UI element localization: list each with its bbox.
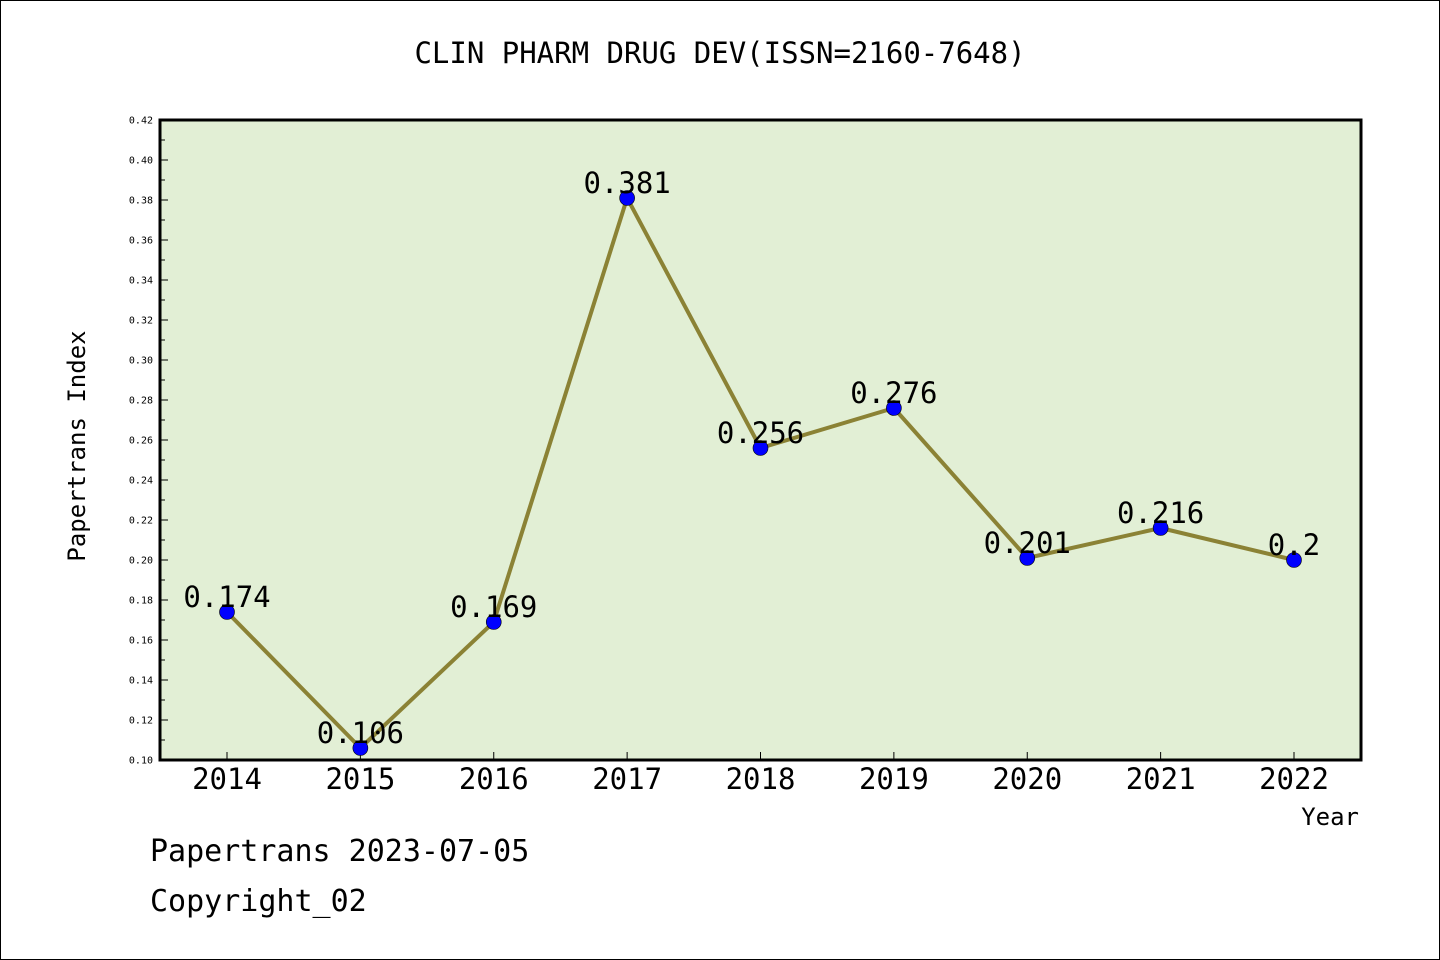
x-axis: 2014 2015 2016 2017 2018 2019 2020 2021 2022 [192,752,1329,796]
plot-border [158,118,1363,762]
data-label: 0.216 [1117,496,1204,530]
y-tick-label: 0.30 [129,356,153,367]
x-tick-label: 2022 [1259,762,1329,796]
y-tick-label: 0.38 [129,196,153,207]
data-point [485,614,502,630]
data-point [619,190,635,206]
footer-copyright: Copyright_02 [150,884,367,919]
y-tick-label: 0.34 [129,276,153,287]
y-tick-label: 0.10 [129,756,153,767]
y-tick-label: 0.26 [129,436,153,447]
data-label: 0.201 [984,526,1071,560]
data-label: 0.169 [450,590,537,624]
x-tick-label: 2020 [992,762,1062,796]
y-axis-label: Papertrans Index [63,330,91,561]
data-point [1019,550,1036,566]
y-tick-label: 0.18 [129,596,153,607]
x-tick-label: 2015 [325,762,395,796]
y-tick-label: 0.14 [129,676,153,687]
x-tick-label: 2021 [1126,762,1196,796]
y-tick-label: 0.28 [129,396,153,407]
data-labels: 0.174 0.106 0.169 0.381 0.256 0.276 0.201 0.216… [183,166,1320,750]
x-tick-label: 2016 [459,762,529,796]
x-axis-label: Year [1301,803,1359,831]
chart-title: CLIN PHARM DRUG DEV(ISSN=2160-7648) [414,36,1026,70]
data-point [352,740,369,756]
y-tick-label: 0.12 [129,716,153,727]
y-tick-label: 0.42 [129,116,153,127]
data-label: 0.174 [183,580,270,614]
data-label: 0.276 [850,376,937,410]
y-tick-label: 0.22 [129,516,153,527]
y-axis: 0.10 0.12 0.14 0.16 0.18 0.20 0.22 0.24 0.26 0.28… [129,116,168,767]
data-point [1152,520,1169,536]
y-tick-label: 0.16 [129,636,153,647]
data-label: 0.106 [317,716,404,750]
plot-area [160,120,1361,760]
data-label: 0.256 [717,416,804,450]
data-point [886,400,902,416]
data-label: 0.2 [1268,528,1320,562]
x-tick-label: 2019 [859,762,929,796]
footer-credit: Papertrans 2023-07-05 [150,834,530,869]
data-label: 0.381 [583,166,670,200]
y-tick-label: 0.36 [129,236,153,247]
x-tick-label: 2018 [726,762,796,796]
data-point [1286,552,1302,568]
x-tick-label: 2014 [192,762,262,796]
y-tick-label: 0.40 [129,156,153,167]
x-tick-label: 2017 [592,762,662,796]
data-markers [219,190,1302,756]
data-point [219,604,235,620]
y-tick-label: 0.32 [129,316,153,327]
y-tick-label: 0.20 [129,556,153,567]
data-point [752,440,769,456]
y-tick-label: 0.24 [129,476,153,487]
